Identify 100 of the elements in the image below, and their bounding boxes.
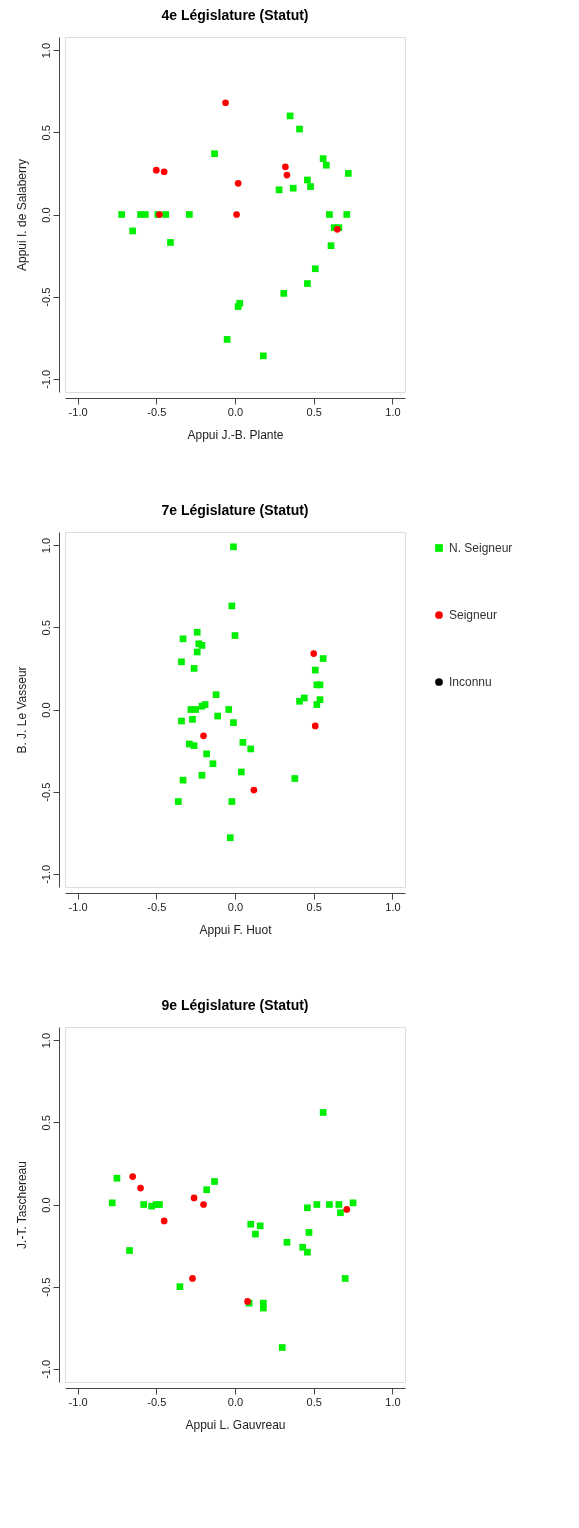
point bbox=[190, 742, 198, 750]
point bbox=[178, 658, 185, 666]
y-tick-label: -1.0 bbox=[39, 369, 52, 389]
point bbox=[234, 179, 242, 187]
point bbox=[225, 706, 233, 713]
point bbox=[299, 1243, 307, 1251]
y-tick-label: -0.5 bbox=[39, 287, 52, 307]
point bbox=[129, 1173, 137, 1180]
x-tick-label: 0.0 bbox=[227, 405, 244, 418]
point bbox=[203, 1186, 211, 1194]
point bbox=[252, 1230, 259, 1238]
point bbox=[193, 648, 201, 656]
y-tick-label: 0.0 bbox=[39, 702, 52, 718]
point bbox=[230, 543, 237, 551]
point bbox=[283, 171, 291, 179]
point bbox=[344, 170, 352, 177]
x-tick-label: 0.5 bbox=[306, 1395, 322, 1408]
point bbox=[278, 1344, 286, 1351]
y-tick-label: -0.5 bbox=[39, 1277, 52, 1297]
point bbox=[129, 227, 137, 235]
x-tick-label: 1.0 bbox=[385, 1395, 401, 1408]
point bbox=[234, 303, 242, 310]
point bbox=[160, 168, 168, 176]
point bbox=[176, 1283, 184, 1291]
point bbox=[198, 771, 206, 779]
point bbox=[203, 750, 211, 758]
point bbox=[152, 166, 160, 174]
point bbox=[304, 176, 311, 184]
point bbox=[190, 665, 198, 672]
point bbox=[310, 650, 318, 657]
point bbox=[327, 242, 335, 250]
point bbox=[307, 183, 314, 190]
point bbox=[190, 1194, 198, 1202]
point bbox=[304, 1204, 311, 1212]
point bbox=[211, 1178, 218, 1185]
point bbox=[247, 745, 255, 753]
point bbox=[335, 1201, 343, 1208]
point bbox=[237, 768, 245, 776]
point bbox=[305, 1229, 313, 1236]
x-tick-label: 0.5 bbox=[306, 900, 322, 913]
point bbox=[319, 1109, 327, 1116]
point bbox=[108, 1199, 116, 1207]
point bbox=[200, 732, 207, 740]
point bbox=[211, 150, 218, 158]
x-axis-title: Appui L. Gauvreau bbox=[185, 1417, 286, 1432]
y-tick-label: 1.0 bbox=[39, 43, 52, 59]
y-tick-label: 0.0 bbox=[39, 207, 52, 223]
point bbox=[337, 1209, 344, 1217]
point bbox=[230, 719, 237, 726]
y-axis-title: B. J. Le Vasseur bbox=[14, 666, 29, 754]
point bbox=[126, 1247, 133, 1254]
point bbox=[256, 1222, 264, 1230]
point bbox=[156, 1201, 163, 1208]
point bbox=[228, 602, 236, 610]
chart-title: 4e Législature (Statut) bbox=[161, 7, 309, 23]
y-axis-title: J.-T. Taschereau bbox=[14, 1161, 29, 1249]
point bbox=[189, 716, 196, 723]
x-tick-label: 0.5 bbox=[306, 405, 322, 418]
point bbox=[186, 211, 193, 218]
point bbox=[179, 635, 187, 643]
point bbox=[226, 834, 234, 842]
point bbox=[341, 1275, 349, 1282]
point bbox=[212, 691, 220, 699]
point bbox=[326, 1201, 333, 1208]
point bbox=[282, 163, 289, 171]
chart-title: 9e Législature (Statut) bbox=[161, 997, 309, 1013]
point bbox=[140, 1201, 148, 1208]
y-tick-label: 0.5 bbox=[39, 620, 52, 636]
point bbox=[118, 211, 126, 218]
y-tick-label: -1.0 bbox=[39, 864, 52, 884]
point bbox=[233, 211, 240, 218]
point bbox=[326, 211, 333, 218]
point bbox=[259, 1304, 267, 1312]
point bbox=[209, 760, 217, 768]
point bbox=[113, 1174, 121, 1182]
point bbox=[179, 776, 187, 784]
x-tick-label: 0.0 bbox=[227, 900, 244, 913]
point bbox=[343, 1206, 351, 1213]
point bbox=[250, 786, 258, 794]
point bbox=[311, 722, 319, 730]
chart-title: 7e Législature (Statut) bbox=[161, 502, 309, 518]
x-tick-label: -1.0 bbox=[68, 900, 88, 913]
point bbox=[291, 775, 299, 782]
point bbox=[162, 211, 170, 218]
x-tick-label: 1.0 bbox=[385, 900, 401, 913]
point bbox=[141, 211, 149, 218]
legend-label: N. Seigneur bbox=[449, 541, 513, 555]
point bbox=[313, 701, 321, 708]
point bbox=[174, 798, 182, 805]
point bbox=[167, 239, 174, 246]
point bbox=[289, 184, 297, 192]
point bbox=[178, 717, 185, 725]
point bbox=[228, 798, 236, 805]
point bbox=[193, 628, 201, 636]
point bbox=[189, 1275, 196, 1282]
point bbox=[296, 125, 303, 133]
point bbox=[343, 211, 351, 218]
x-axis-title: Appui J.-B. Plante bbox=[187, 427, 284, 442]
point bbox=[311, 265, 319, 273]
x-tick-label: 0.0 bbox=[227, 1395, 244, 1408]
